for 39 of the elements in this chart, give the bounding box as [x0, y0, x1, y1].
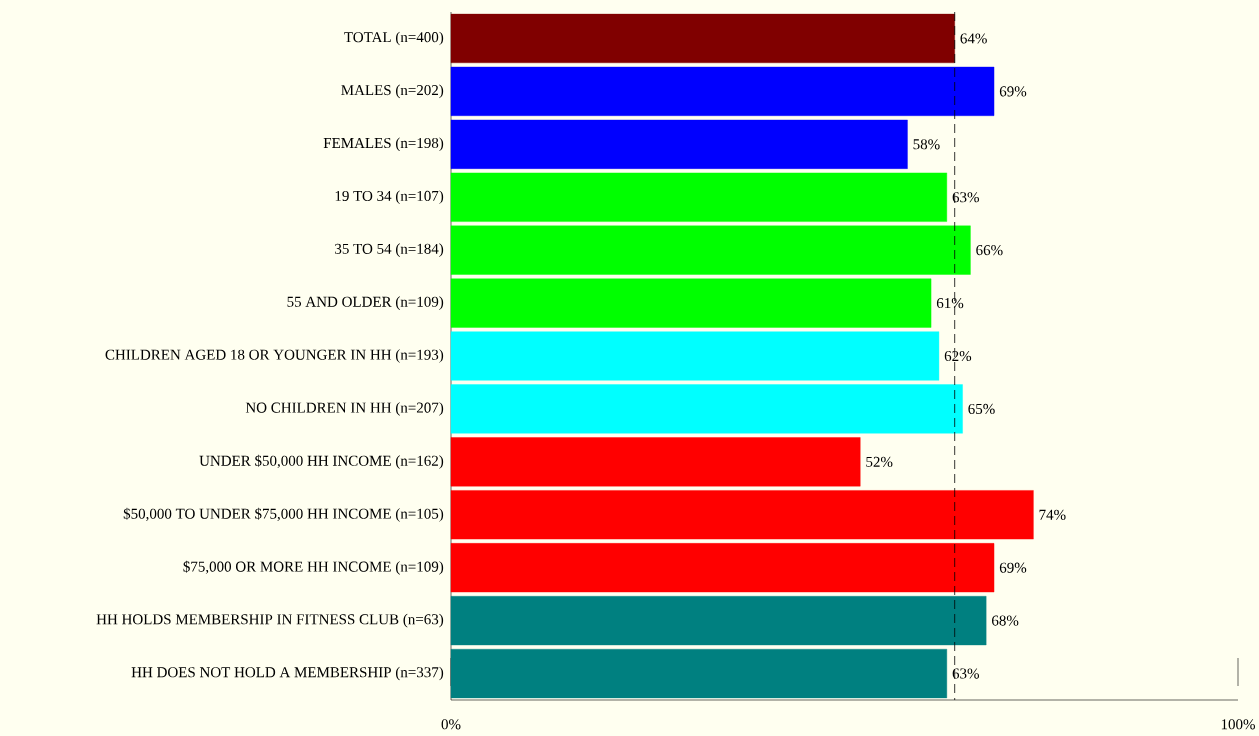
- bar: [450, 225, 971, 275]
- data-label: 58%: [913, 139, 940, 150]
- bar: [450, 437, 861, 487]
- y-tick-label: MALES (n=202): [341, 84, 444, 99]
- y-tick-label: $75,000 OR MORE HH INCOME (n=109): [183, 560, 444, 575]
- y-tick-label: 19 TO 34 (n=107): [335, 190, 444, 205]
- y-tick-label: UNDER $50,000 HH INCOME (n=162): [199, 454, 444, 469]
- y-tick-label: CHILDREN AGED 18 OR YOUNGER IN HH (n=193): [105, 349, 444, 363]
- x-tick-label: 0%: [441, 719, 461, 730]
- y-tick-label: 55 AND OLDER (n=109): [287, 296, 444, 310]
- y-tick-label: TOTAL (n=400): [344, 31, 444, 46]
- bar: [450, 331, 940, 381]
- data-label: 69%: [999, 86, 1027, 97]
- y-tick-label: FEMALES (n=198): [323, 137, 444, 152]
- y-tick-label: NO CHILDREN IN HH (n=207): [245, 402, 444, 416]
- data-label: 74%: [1039, 509, 1066, 520]
- bar: [450, 596, 987, 646]
- data-label: 61%: [936, 298, 964, 309]
- bar: [450, 172, 948, 222]
- data-label: 65%: [968, 403, 995, 415]
- bar: [450, 278, 932, 328]
- data-label: 64%: [960, 33, 987, 44]
- data-label: 62%: [944, 350, 972, 362]
- bar: [450, 119, 908, 169]
- bar: [450, 384, 963, 434]
- x-tick-label: 100%: [1221, 719, 1255, 730]
- data-label: 69%: [999, 562, 1027, 573]
- y-tick-label: $50,000 TO UNDER $75,000 HH INCOME (n=105): [123, 507, 444, 522]
- data-label: 68%: [992, 615, 1019, 626]
- bar: [450, 66, 995, 116]
- data-label: 66%: [976, 245, 1003, 256]
- y-tick-label: HH HOLDS MEMBERSHIP IN FITNESS CLUB (n=63): [96, 613, 444, 628]
- bar: [450, 649, 948, 699]
- bar: [450, 490, 1034, 540]
- y-tick-label: 35 TO 54 (n=184): [335, 243, 444, 257]
- bar: [450, 543, 995, 593]
- y-tick-label: HH DOES NOT HOLD A MEMBERSHIP (n=337): [131, 666, 444, 681]
- bar: [450, 13, 955, 64]
- data-label: 52%: [866, 456, 893, 467]
